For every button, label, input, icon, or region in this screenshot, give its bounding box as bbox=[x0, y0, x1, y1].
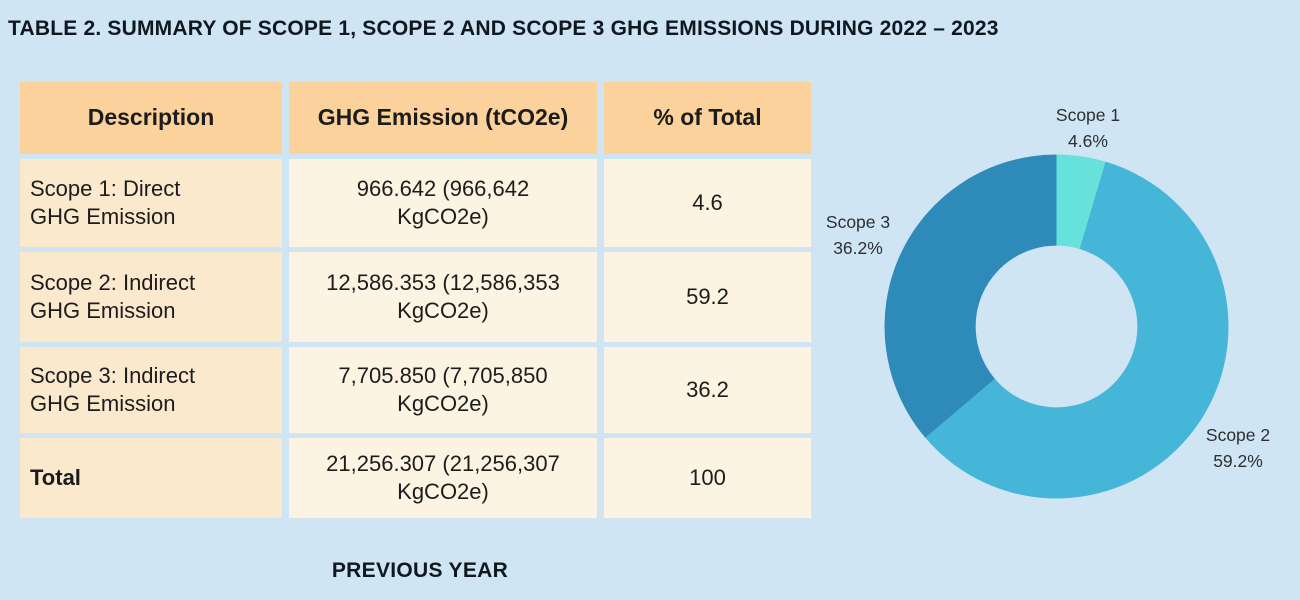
row-scope1-percent: 4.6 bbox=[604, 159, 811, 247]
row-scope2-emission: 12,586.353 (12,586,353 KgCO2e) bbox=[289, 252, 597, 342]
chart-label-scope-2-percent: 59.2% bbox=[1213, 451, 1263, 471]
donut-segment-scope-3 bbox=[884, 154, 1057, 438]
row-scope2-description: Scope 2: Indirect GHG Emission bbox=[20, 252, 282, 342]
emissions-table: Description GHG Emission (tCO2e) % of To… bbox=[20, 82, 811, 518]
chart-label-scope-2: Scope 2 59.2% bbox=[1173, 422, 1300, 474]
col-header-ghg-emission: GHG Emission (tCO2e) bbox=[289, 82, 597, 154]
chart-label-scope-2-name: Scope 2 bbox=[1205, 425, 1271, 445]
row-scope3-emission: 7,705.850 (7,705,850 KgCO2e) bbox=[289, 347, 597, 433]
col-header-percent-of-total: % of Total bbox=[604, 82, 811, 154]
chart-label-scope-3-name: Scope 3 bbox=[825, 212, 891, 232]
chart-label-scope-1-percent: 4.6% bbox=[1068, 131, 1108, 151]
row-scope2-percent: 59.2 bbox=[604, 252, 811, 342]
donut-segment-scope-2 bbox=[925, 161, 1229, 499]
row-scope3-percent: 36.2 bbox=[604, 347, 811, 433]
col-header-description: Description bbox=[20, 82, 282, 154]
donut-svg bbox=[884, 154, 1229, 499]
row-scope3-description: Scope 3: Indirect GHG Emission bbox=[20, 347, 282, 433]
row-scope1-emission: 966.642 (966,642 KgCO2e) bbox=[289, 159, 597, 247]
row-scope1-description: Scope 1: Direct GHG Emission bbox=[20, 159, 282, 247]
row-total-percent: 100 bbox=[604, 438, 811, 518]
row-total-description: Total bbox=[20, 438, 282, 518]
chart-label-scope-1: Scope 1 4.6% bbox=[1023, 102, 1153, 154]
page-title: TABLE 2. SUMMARY OF SCOPE 1, SCOPE 2 AND… bbox=[8, 17, 999, 40]
row-total-emission: 21,256.307 (21,256,307 KgCO2e) bbox=[289, 438, 597, 518]
previous-year-label: PREVIOUS YEAR bbox=[331, 559, 509, 582]
chart-label-scope-3: Scope 3 36.2% bbox=[793, 209, 923, 261]
chart-label-scope-3-percent: 36.2% bbox=[833, 238, 883, 258]
chart-label-scope-1-name: Scope 1 bbox=[1055, 105, 1121, 125]
donut-chart bbox=[880, 150, 1233, 503]
donut-segment-scope-1 bbox=[1056, 154, 1106, 250]
